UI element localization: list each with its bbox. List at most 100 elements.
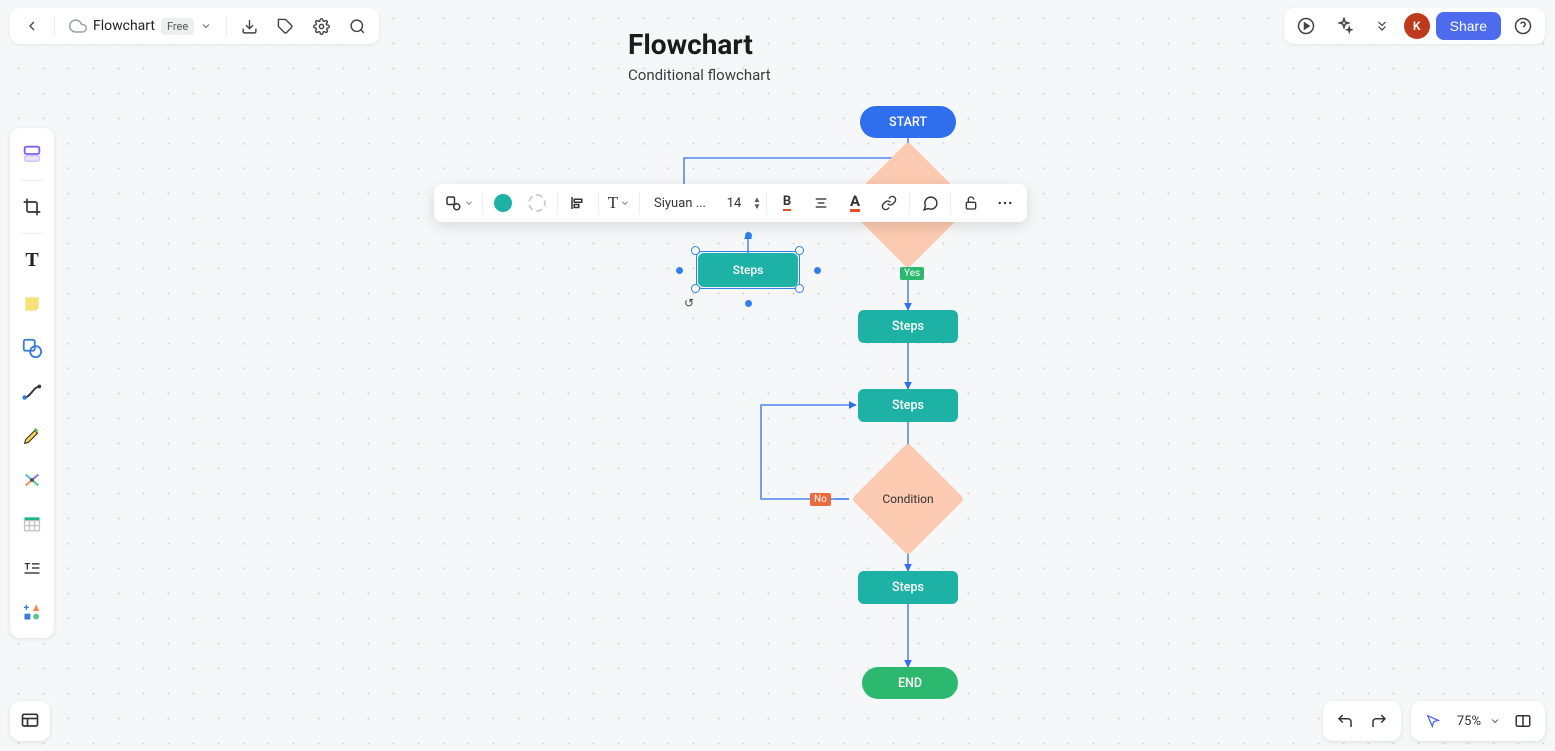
border-style-button[interactable] xyxy=(521,188,553,218)
document-title: Flowchart xyxy=(93,18,155,34)
canvas-subtitle[interactable]: Conditional flowchart xyxy=(628,66,771,84)
download-button[interactable] xyxy=(233,10,265,42)
back-button[interactable] xyxy=(16,10,48,42)
sparkle-icon xyxy=(1335,17,1353,35)
shape-switch-button[interactable] xyxy=(440,188,478,218)
text-block-icon: T xyxy=(22,558,42,578)
resize-handle-ne[interactable] xyxy=(795,246,804,255)
tool-select[interactable] xyxy=(15,134,49,174)
resize-handle-sw[interactable] xyxy=(691,284,700,293)
tool-sticky-note[interactable] xyxy=(15,284,49,324)
unlock-icon xyxy=(963,195,979,211)
tool-table[interactable] xyxy=(15,504,49,544)
more-shapes-icon: + xyxy=(22,602,42,622)
undo-button[interactable] xyxy=(1329,705,1361,737)
settings-button[interactable] xyxy=(305,10,337,42)
tag-button[interactable] xyxy=(269,10,301,42)
undo-icon xyxy=(1336,712,1354,730)
fill-color-button[interactable] xyxy=(487,188,519,218)
font-family-select[interactable]: Siyuan ... xyxy=(644,188,716,218)
tool-connector[interactable] xyxy=(15,372,49,412)
chevron-down-icon xyxy=(620,198,630,208)
present-button[interactable] xyxy=(1290,10,1322,42)
rotate-handle[interactable]: ↺ xyxy=(682,296,696,310)
panels-button[interactable] xyxy=(10,701,50,741)
zoom-percent[interactable]: 75% xyxy=(1451,714,1483,729)
tool-pen[interactable] xyxy=(15,416,49,456)
help-button[interactable] xyxy=(1507,10,1539,42)
share-button[interactable]: Share xyxy=(1436,12,1501,40)
document-chip[interactable]: Flowchart Free xyxy=(61,10,220,42)
align-center-icon xyxy=(813,195,829,211)
ai-button[interactable] xyxy=(1328,10,1360,42)
node-condition-2[interactable]: Condition xyxy=(868,459,948,539)
sticky-icon xyxy=(22,294,42,314)
font-size-stepper: ▲ ▼ xyxy=(752,196,762,210)
text-tool-button[interactable]: T xyxy=(603,188,635,218)
edge-label-yes-text: Yes xyxy=(904,268,920,279)
user-avatar[interactable]: K xyxy=(1404,13,1430,39)
pointer-mode-button[interactable] xyxy=(1417,705,1449,737)
header-right: K Share xyxy=(1284,8,1545,44)
bold-button[interactable]: B xyxy=(771,188,803,218)
edge-label-no[interactable]: No xyxy=(810,493,831,506)
search-icon xyxy=(349,18,366,35)
node-steps-2[interactable]: Steps xyxy=(858,389,958,422)
comment-icon xyxy=(922,195,939,212)
canvas-title[interactable]: Flowchart xyxy=(628,28,753,61)
connect-point-e[interactable] xyxy=(814,267,821,274)
search-button[interactable] xyxy=(341,10,373,42)
comment-button[interactable] xyxy=(914,188,946,218)
node-steps-3[interactable]: Steps xyxy=(858,571,958,604)
bottom-right-controls: 75% xyxy=(1323,701,1545,741)
divider xyxy=(226,16,227,36)
chevron-down-icon xyxy=(1489,715,1501,727)
more-options-button[interactable] xyxy=(989,188,1021,218)
divider xyxy=(639,192,640,214)
resize-handle-nw[interactable] xyxy=(691,246,700,255)
zoom-menu-button[interactable] xyxy=(1485,705,1505,737)
tool-mindmap[interactable] xyxy=(15,460,49,500)
more-menu-button[interactable] xyxy=(1366,10,1398,42)
cursor-icon xyxy=(1425,713,1441,729)
chevron-down-icon xyxy=(200,20,212,32)
table-icon xyxy=(22,514,42,534)
node-steps-3-label: Steps xyxy=(892,580,924,595)
node-steps-selected[interactable]: Steps xyxy=(698,253,798,287)
redo-button[interactable] xyxy=(1363,705,1395,737)
node-start[interactable]: START xyxy=(860,106,956,138)
node-steps-1[interactable]: Steps xyxy=(858,310,958,343)
align-horizontal-icon xyxy=(569,194,587,212)
play-circle-icon xyxy=(1297,17,1315,35)
fit-view-button[interactable] xyxy=(1507,705,1539,737)
tool-more-shapes[interactable]: + xyxy=(15,592,49,632)
divider xyxy=(766,192,767,214)
resize-handle-se[interactable] xyxy=(795,284,804,293)
chevron-down-icon xyxy=(464,198,474,208)
text-align-button[interactable] xyxy=(805,188,837,218)
tool-frame[interactable] xyxy=(15,187,49,227)
mindmap-icon xyxy=(21,469,43,491)
shapes-icon xyxy=(21,337,43,359)
connect-point-w[interactable] xyxy=(676,267,683,274)
font-size-down[interactable]: ▼ xyxy=(752,203,762,210)
tool-text-block[interactable]: T xyxy=(15,548,49,588)
font-size-input[interactable]: 14 xyxy=(718,188,750,218)
left-toolbar: T T + xyxy=(10,128,54,638)
divider xyxy=(20,233,44,234)
align-shape-button[interactable] xyxy=(562,188,594,218)
lock-button[interactable] xyxy=(955,188,987,218)
help-circle-icon xyxy=(1514,17,1532,35)
connect-point-n[interactable] xyxy=(745,232,752,239)
free-badge: Free xyxy=(161,18,194,35)
node-end[interactable]: END xyxy=(862,667,958,699)
edge-label-yes[interactable]: Yes xyxy=(900,267,924,280)
text-color-button[interactable]: A xyxy=(839,188,871,218)
node-steps-2-label: Steps xyxy=(892,398,924,413)
connect-point-s[interactable] xyxy=(745,300,752,307)
tool-shapes[interactable] xyxy=(15,328,49,368)
tag-icon xyxy=(277,18,294,35)
tool-text[interactable]: T xyxy=(15,240,49,280)
link-button[interactable] xyxy=(873,188,905,218)
cursor-frame-icon xyxy=(21,143,43,165)
